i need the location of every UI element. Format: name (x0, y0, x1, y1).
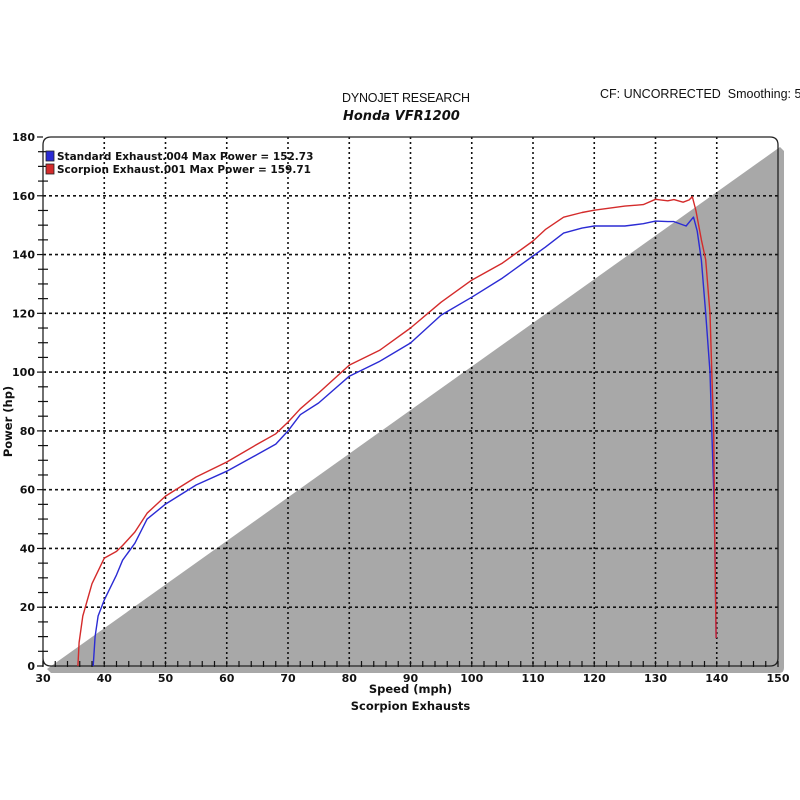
axis-labels: 0 20 40 60 80 100 120 140 160 180 30 40 50 60 70 80 90 10… (1, 131, 790, 713)
x-tick-label: 90 (403, 672, 419, 685)
scorpion-exhaust-line (77, 195, 717, 667)
x-tick-label: 150 (767, 672, 790, 685)
y-tick-label: 80 (20, 425, 36, 438)
y-tick-label: 20 (20, 601, 36, 614)
y-tick-label: 140 (12, 249, 35, 262)
standard-exhaust-line (92, 216, 717, 667)
x-tick-label: 50 (158, 672, 174, 685)
x-tick-label: 40 (97, 672, 113, 685)
x-tick-label: 60 (219, 672, 235, 685)
x-tick-label: 30 (35, 672, 51, 685)
y-tick-label: 100 (12, 366, 35, 379)
chart-subtitle: DYNOJET RESEARCH (342, 91, 470, 105)
x-tick-label: 100 (460, 672, 483, 685)
plot-frame-shadow (47, 147, 784, 673)
y-tick-label: 160 (12, 190, 35, 203)
axis-ticks (37, 136, 779, 667)
chart-footer: Scorpion Exhausts (351, 699, 471, 713)
y-tick-label: 180 (12, 131, 35, 144)
frame-shadow (47, 147, 784, 673)
x-tick-label: 80 (342, 672, 358, 685)
y-tick-label: 60 (20, 484, 36, 497)
x-axis-title: Speed (mph) (369, 682, 452, 696)
x-tick-label: 140 (705, 672, 728, 685)
x-tick-label: 120 (583, 672, 606, 685)
legend: Standard Exhaust.004 Max Power = 152.73S… (45, 150, 313, 176)
chart-title: Honda VFR1200 (343, 109, 460, 124)
x-tick-label: 130 (644, 672, 667, 685)
x-tick-label: 110 (522, 672, 545, 685)
legend-swatch-standard (45, 150, 55, 162)
plot-grid (43, 137, 778, 666)
data-series (77, 195, 717, 667)
correction-annotation: CF: UNCORRECTED Smoothing: 5 (600, 87, 800, 101)
y-tick-label: 40 (20, 542, 36, 555)
x-tick-label: 70 (280, 672, 296, 685)
legend-label-standard: Standard Exhaust.004 Max Power = 152.73 (57, 151, 313, 163)
legend-label-scorpion: Scorpion Exhaust.001 Max Power = 159.71 (57, 164, 311, 176)
plot-border (42, 136, 779, 667)
y-tick-label: 120 (12, 307, 35, 320)
y-tick-label: 0 (27, 660, 35, 673)
legend-swatch-scorpion (45, 163, 55, 175)
plot-frame (42, 136, 779, 667)
y-axis-title: Power (hp) (1, 386, 15, 457)
